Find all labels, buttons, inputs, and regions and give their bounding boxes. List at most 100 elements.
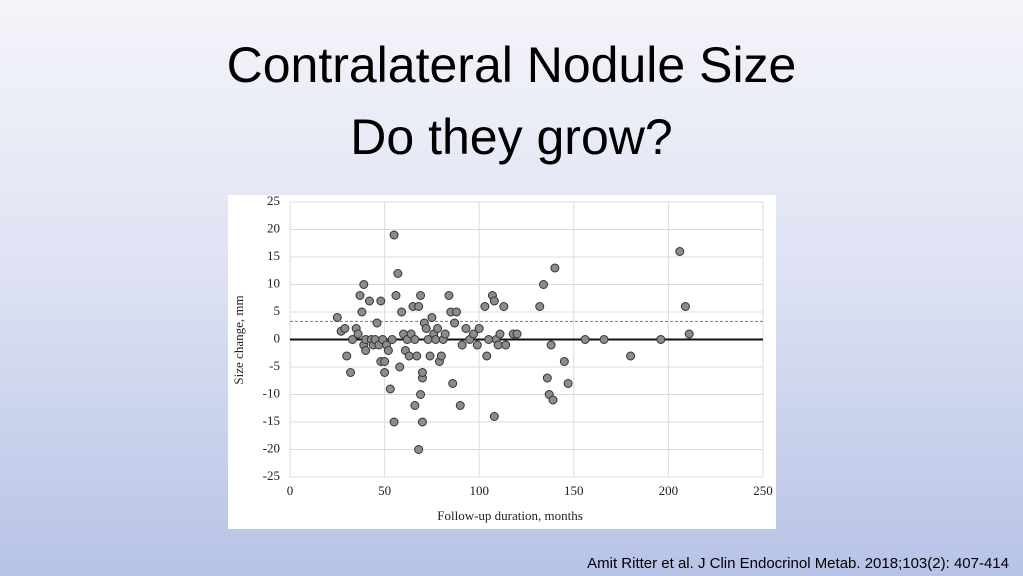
- point: [414, 302, 424, 311]
- point: [455, 401, 465, 410]
- citation: Amit Ritter et al. J Clin Endocrinol Met…: [587, 555, 1009, 572]
- point: [474, 324, 484, 333]
- point: [433, 324, 443, 333]
- point: [416, 291, 426, 300]
- slide-title: Contralateral Nodule Size: [226, 37, 797, 93]
- point: [451, 307, 461, 317]
- point: [332, 313, 342, 322]
- point: [342, 351, 352, 361]
- point: [421, 324, 431, 333]
- point: [346, 368, 356, 377]
- point: [395, 362, 405, 372]
- point: [431, 335, 441, 344]
- point: [404, 351, 414, 361]
- x-tick-label: 0: [287, 483, 294, 498]
- y-tick-label: 25: [267, 195, 280, 208]
- point: [680, 302, 690, 311]
- point: [535, 302, 545, 311]
- point: [457, 340, 467, 350]
- point: [410, 401, 420, 410]
- point: [444, 291, 454, 300]
- point: [501, 340, 511, 350]
- point: [472, 340, 482, 350]
- chart: Follow-up duration, months Size change, …: [228, 195, 776, 529]
- point: [385, 384, 395, 394]
- y-tick-label: -5: [269, 358, 280, 373]
- point: [361, 346, 371, 355]
- point: [393, 269, 403, 278]
- point: [359, 280, 369, 289]
- point: [417, 417, 427, 427]
- slide-subtitle: Do they grow?: [350, 109, 673, 165]
- point: [542, 373, 552, 383]
- point: [389, 417, 399, 427]
- point: [414, 445, 424, 454]
- point: [675, 247, 685, 256]
- point: [391, 291, 401, 300]
- point: [548, 395, 558, 405]
- y-tick-label: 5: [274, 303, 281, 318]
- point: [448, 379, 458, 388]
- x-tick-label: 250: [753, 483, 773, 498]
- point: [580, 335, 590, 344]
- y-tick-label: -10: [263, 385, 280, 400]
- point: [599, 335, 609, 344]
- point: [656, 335, 666, 344]
- y-tick-label: -15: [263, 413, 280, 428]
- point: [482, 351, 492, 361]
- point: [499, 302, 509, 311]
- point: [559, 357, 569, 366]
- point: [489, 296, 499, 306]
- point: [489, 412, 499, 421]
- point: [550, 263, 560, 273]
- point: [372, 318, 382, 328]
- point: [461, 324, 471, 333]
- y-tick-label: -20: [263, 440, 280, 455]
- point: [355, 291, 365, 300]
- point: [427, 313, 437, 322]
- point: [347, 335, 357, 344]
- point: [387, 335, 397, 344]
- point: [380, 357, 390, 366]
- point: [480, 302, 490, 311]
- point: [539, 280, 549, 289]
- point: [436, 351, 446, 361]
- point: [684, 329, 694, 339]
- x-tick-label: 150: [564, 483, 584, 498]
- point: [425, 351, 435, 361]
- y-tick-label: 20: [267, 220, 280, 235]
- point: [512, 329, 522, 339]
- point: [353, 329, 363, 339]
- y-tick-label: -25: [263, 468, 280, 483]
- point: [376, 296, 386, 306]
- x-tick-label: 100: [469, 483, 489, 498]
- point: [416, 390, 426, 399]
- point: [397, 307, 407, 317]
- point: [440, 329, 450, 339]
- y-tick-label: 15: [267, 248, 280, 263]
- point: [546, 340, 556, 350]
- point: [389, 230, 399, 240]
- point: [410, 335, 420, 344]
- point: [383, 346, 393, 355]
- x-tick-label: 50: [378, 483, 391, 498]
- point: [563, 379, 573, 388]
- y-axis-label: Size change, mm: [231, 295, 246, 384]
- point: [493, 340, 503, 350]
- point: [412, 351, 422, 361]
- y-tick-label: 10: [267, 275, 280, 290]
- point: [450, 318, 460, 328]
- point: [626, 351, 636, 361]
- point: [495, 329, 505, 339]
- point: [340, 324, 350, 333]
- y-tick-label: 0: [274, 330, 281, 345]
- point: [380, 368, 390, 377]
- point: [357, 307, 367, 317]
- point: [469, 329, 479, 339]
- point: [417, 368, 427, 377]
- x-tick-label: 200: [659, 483, 679, 498]
- x-axis-label: Follow-up duration, months: [437, 508, 583, 523]
- point: [364, 296, 374, 306]
- point: [484, 335, 494, 344]
